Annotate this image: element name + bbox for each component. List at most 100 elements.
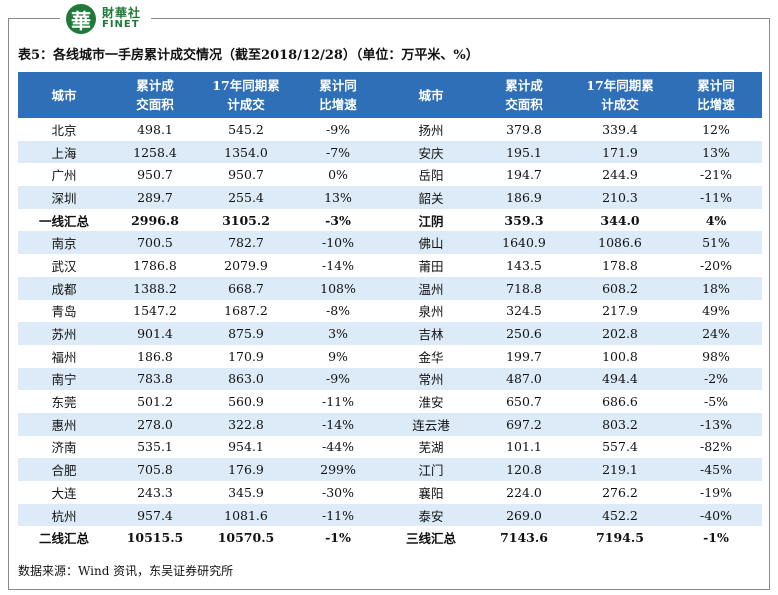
header-yoy-left: 17年同期累 计成交 (200, 72, 292, 118)
cell-prior-sales-left: 668.7 (200, 276, 292, 300)
table-row: 大连 243.3 345.9 -30% 襄阳 224.0 276.2 -19% (18, 481, 762, 504)
cell-city-left: 福州 (51, 349, 77, 365)
cell-growth-left: -9% (325, 121, 351, 137)
cell-growth-right: -19% (699, 484, 732, 500)
cell-city-left: 青岛 (51, 304, 77, 320)
cell-city-right: 连云港 (384, 412, 478, 436)
cell-area-left: 1258.4 (110, 140, 200, 164)
cell-prior-sales-left: 875.9 (200, 322, 292, 345)
cell-growth-left: -1% (325, 530, 351, 546)
housing-sales-table: 城市 累计成 交面积 17年同期累 计成交 累计同 比增速 城市 累计成 交面积 17年… (18, 72, 762, 549)
table-row: 广州 950.7 950.7 0% 岳阳 194.7 244.9 -21% (18, 163, 762, 186)
cell-area-left: 950.7 (137, 167, 173, 183)
cell-city-left: 济南 (51, 440, 77, 456)
cell-prior-sales-left: 545.2 (228, 121, 264, 137)
cell-city-left: 南宁 (18, 367, 110, 391)
cell-prior-sales-right: 557.4 (602, 439, 638, 455)
cell-growth-right: 98% (702, 348, 730, 364)
table-caption: 表5：各线城市一手房累计成交情况（截至2018/12/28）（单位：万平米、%） (18, 48, 479, 63)
cell-city-right: 岳阳 (418, 168, 444, 184)
cell-growth-left: -44% (321, 439, 354, 455)
cell-area-left: 278.0 (110, 412, 200, 436)
cell-area-right: 194.7 (506, 167, 542, 183)
cell-area-left: 498.1 (137, 121, 173, 137)
table-body: 北京 498.1 545.2 -9% 扬州 379.8 339.4 12% 上海 1258.4 13… (18, 118, 762, 549)
cell-city-right: 常州 (384, 367, 478, 391)
cell-area-left: 289.7 (110, 186, 200, 209)
cell-prior-sales-right: 1086.6 (570, 231, 670, 255)
cell-city-right: 安庆 (384, 140, 478, 164)
cell-prior-sales-left: 1687.2 (224, 303, 268, 319)
cell-area-right: 359.3 (504, 212, 544, 228)
cell-area-left: 2996.8 (131, 212, 179, 228)
cell-prior-sales-left: 3105.2 (222, 212, 270, 228)
cell-area-right: 1640.9 (478, 231, 570, 255)
table-row: 二线汇总 10515.5 10570.5 -1% 三线汇总 7143.6 7194.5 -1% (18, 526, 762, 549)
cell-growth-right: -21% (699, 167, 732, 183)
cell-area-right: 718.8 (478, 276, 570, 300)
cell-area-right: 186.9 (478, 186, 570, 209)
cell-area-right: 650.7 (506, 394, 542, 410)
cell-prior-sales-right: 100.8 (602, 348, 638, 364)
table-header-row: 城市 累计成 交面积 17年同期累 计成交 累计同 比增速 城市 累计成 交面积 17年… (18, 72, 762, 118)
cell-area-left: 501.2 (137, 394, 173, 410)
cell-prior-sales-right: 7194.5 (596, 530, 644, 546)
cell-city-left: 深圳 (18, 186, 110, 209)
cell-growth-left: -11% (292, 503, 384, 527)
cell-growth-right: 4% (705, 212, 727, 228)
cell-prior-sales-right: 210.3 (570, 186, 670, 209)
cell-growth-right: 18% (670, 276, 762, 300)
table-row: 成都 1388.2 668.7 108% 温州 718.8 608.2 18% (18, 276, 762, 300)
header-area-right: 累计成 交面积 (478, 72, 570, 118)
cell-prior-sales-left: 1081.6 (200, 503, 292, 527)
cell-prior-sales-right: 608.2 (570, 276, 670, 300)
header-growth-left: 累计同 比增速 (292, 72, 384, 118)
cell-growth-left: -7% (292, 140, 384, 164)
cell-growth-left: 108% (292, 276, 384, 300)
cell-area-right: 379.8 (506, 121, 542, 137)
cell-prior-sales-right: 452.2 (570, 503, 670, 527)
cell-city-left: 广州 (51, 168, 77, 184)
table-row: 上海 1258.4 1354.0 -7% 安庆 195.1 171.9 13% (18, 140, 762, 164)
cell-prior-sales-right: 171.9 (570, 140, 670, 164)
finet-logo-mark: 華 (66, 4, 96, 34)
cell-growth-right: -45% (670, 458, 762, 481)
cell-area-right: 487.0 (478, 367, 570, 391)
cell-city-left: 合肥 (18, 458, 110, 481)
cell-growth-right: 24% (670, 322, 762, 345)
table-row: 惠州 278.0 322.8 -14% 连云港 697.2 803.2 -13% (18, 412, 762, 436)
cell-area-right: 195.1 (478, 140, 570, 164)
cell-area-left: 957.4 (110, 503, 200, 527)
table-row: 杭州 957.4 1081.6 -11% 泰安 269.0 452.2 -40% (18, 503, 762, 527)
cell-prior-sales-right: 803.2 (570, 412, 670, 436)
table-row: 青岛 1547.2 1687.2 -8% 泉州 324.5 217.9 49% (18, 300, 762, 323)
cell-growth-left: -14% (321, 257, 354, 273)
table-row: 南宁 783.8 863.0 -9% 常州 487.0 494.4 -2% (18, 367, 762, 391)
cell-growth-right: 13% (670, 140, 762, 164)
table-row: 一线汇总 2996.8 3105.2 -3% 江阴 359.3 344.0 4% (18, 209, 762, 232)
cell-city-right: 襄阳 (418, 485, 444, 501)
cell-city-right: 扬州 (418, 122, 444, 138)
cell-city-left: 北京 (51, 122, 77, 138)
cell-growth-left: -14% (292, 412, 384, 436)
cell-growth-left: -30% (321, 484, 354, 500)
cell-prior-sales-left: 863.0 (200, 367, 292, 391)
cell-growth-right: -1% (703, 530, 729, 546)
cell-prior-sales-right: 339.4 (602, 121, 638, 137)
cell-prior-sales-left: 2079.9 (224, 257, 268, 273)
cell-growth-left: 9% (328, 348, 348, 364)
header-yoy-right: 17年同期累 计成交 (570, 72, 670, 118)
cell-growth-left: -9% (292, 367, 384, 391)
cell-area-right: 324.5 (506, 303, 542, 319)
cell-growth-left: 0% (328, 167, 348, 183)
cell-growth-left: 13% (292, 186, 384, 209)
cell-area-left: 186.8 (137, 348, 173, 364)
cell-area-right: 697.2 (478, 412, 570, 436)
cell-prior-sales-left: 255.4 (200, 186, 292, 209)
data-source-note: 数据来源：Wind 资讯，东吴证券研究所 (18, 564, 234, 578)
cell-city-left: 大连 (51, 485, 77, 501)
cell-prior-sales-right: 202.8 (570, 322, 670, 345)
cell-growth-left: -10% (292, 231, 384, 255)
cell-growth-right: -20% (699, 257, 732, 273)
header-growth-right: 累计同 比增速 (670, 72, 762, 118)
